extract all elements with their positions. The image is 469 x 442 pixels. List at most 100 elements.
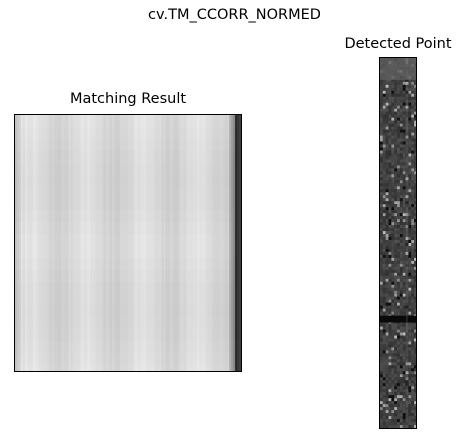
- strip-texture-cell: [382, 198, 386, 202]
- strip-texture-cell: [394, 105, 398, 109]
- strip-texture-cell: [399, 159, 403, 163]
- strip-texture-cell: [402, 377, 406, 381]
- strip-texture-cell: [399, 266, 403, 270]
- strip-texture-cell: [411, 389, 415, 393]
- strip-texture-cell: [380, 120, 383, 124]
- strip-texture-cell: [397, 335, 400, 339]
- strip-texture-cell: [385, 156, 389, 160]
- strip-texture-cell: [399, 168, 403, 172]
- strip-texture-cell: [397, 338, 400, 342]
- strip-texture-cell: [397, 222, 400, 226]
- strip-texture-cell: [414, 102, 416, 106]
- strip-texture-cell: [399, 105, 403, 109]
- strip-texture-cell: [411, 237, 415, 241]
- strip-texture-cell: [380, 219, 383, 223]
- strip-texture-cell: [391, 237, 395, 241]
- strip-texture-cell: [397, 93, 400, 97]
- strip-texture-cell: [408, 341, 412, 345]
- strip-texture-cell: [402, 141, 406, 145]
- strip-texture-cell: [397, 404, 400, 408]
- strip-texture-cell: [382, 350, 386, 354]
- strip-texture-cell: [382, 365, 386, 369]
- strip-texture-cell: [385, 284, 389, 288]
- strip-texture-cell: [388, 243, 392, 246]
- strip-texture-cell: [414, 365, 416, 369]
- strip-texture-cell: [394, 207, 398, 211]
- strip-texture-cell: [391, 251, 395, 255]
- strip-texture-cell: [380, 237, 383, 241]
- strip-texture-cell: [380, 395, 383, 399]
- heatmap-column: [128, 115, 130, 371]
- strip-texture-cell: [414, 413, 416, 417]
- strip-texture-cell: [394, 114, 398, 118]
- strip-texture-cell: [385, 207, 389, 211]
- strip-texture-cell: [388, 237, 392, 241]
- strip-texture-cell: [382, 383, 386, 387]
- strip-texture-cell: [388, 401, 392, 405]
- strip-texture-cell: [414, 168, 416, 172]
- strip-texture-cell: [402, 350, 406, 354]
- strip-texture-cell: [414, 422, 416, 426]
- heatmap-column: [15, 115, 17, 371]
- strip-texture-cell: [391, 290, 395, 294]
- strip-texture-cell: [402, 147, 406, 151]
- heatmap-column: [74, 115, 77, 371]
- strip-texture-cell: [414, 389, 416, 393]
- strip-texture-cell: [402, 341, 406, 345]
- strip-texture-cell: [411, 344, 415, 348]
- strip-texture-cell: [397, 192, 400, 196]
- strip-texture-cell: [382, 293, 386, 297]
- strip-texture-cell: [382, 159, 386, 163]
- strip-texture-cell: [391, 296, 395, 300]
- strip-texture-cell: [397, 374, 400, 378]
- strip-texture-cell: [382, 302, 386, 306]
- strip-texture-cell: [385, 210, 389, 214]
- strip-texture-cell: [394, 323, 398, 327]
- strip-texture-cell: [388, 389, 392, 393]
- strip-texture-cell: [382, 99, 386, 103]
- strip-texture-cell: [385, 120, 389, 124]
- strip-texture-cell: [382, 123, 386, 127]
- strip-texture-cell: [388, 302, 392, 306]
- strip-texture-cell: [414, 332, 416, 336]
- strip-texture-cell: [414, 189, 416, 193]
- strip-texture-cell: [394, 368, 398, 372]
- strip-texture-cell: [399, 377, 403, 381]
- strip-texture-cell: [408, 248, 412, 252]
- strip-texture-cell: [391, 210, 395, 214]
- strip-texture-cell: [385, 84, 389, 88]
- strip-texture-cell: [380, 105, 383, 109]
- strip-texture-cell: [402, 108, 406, 112]
- strip-texture-cell: [402, 401, 406, 405]
- strip-texture-cell: [391, 240, 395, 243]
- strip-texture-cell: [397, 371, 400, 375]
- strip-texture-cell: [399, 401, 403, 405]
- strip-texture-cell: [380, 201, 383, 205]
- strip-texture-cell: [385, 123, 389, 127]
- strip-texture-cell: [397, 260, 400, 264]
- strip-texture-cell: [380, 377, 383, 381]
- strip-texture-cell: [385, 281, 389, 285]
- strip-texture-cell: [411, 380, 415, 384]
- strip-texture-cell: [382, 222, 386, 226]
- strip-texture-cell: [382, 192, 386, 196]
- strip-texture-cell: [399, 422, 403, 426]
- strip-texture-cell: [385, 311, 389, 315]
- strip-texture-cell: [402, 210, 406, 214]
- strip-texture-cell: [388, 380, 392, 384]
- strip-texture-cell: [388, 278, 392, 282]
- strip-texture-cell: [388, 114, 392, 118]
- heatmap-column: [88, 115, 91, 371]
- strip-texture-cell: [402, 389, 406, 393]
- strip-texture-cell: [385, 111, 389, 115]
- strip-texture-cell: [408, 263, 412, 267]
- strip-texture-cell: [388, 251, 392, 255]
- strip-texture-cell: [399, 204, 403, 208]
- heatmap-column: [60, 115, 63, 371]
- heatmap-column: [149, 115, 152, 371]
- strip-texture-cell: [388, 254, 392, 258]
- heatmap-column: [56, 115, 59, 371]
- strip-texture-cell: [411, 201, 415, 205]
- strip-texture-cell: [397, 156, 400, 160]
- heatmap-column: [90, 115, 93, 371]
